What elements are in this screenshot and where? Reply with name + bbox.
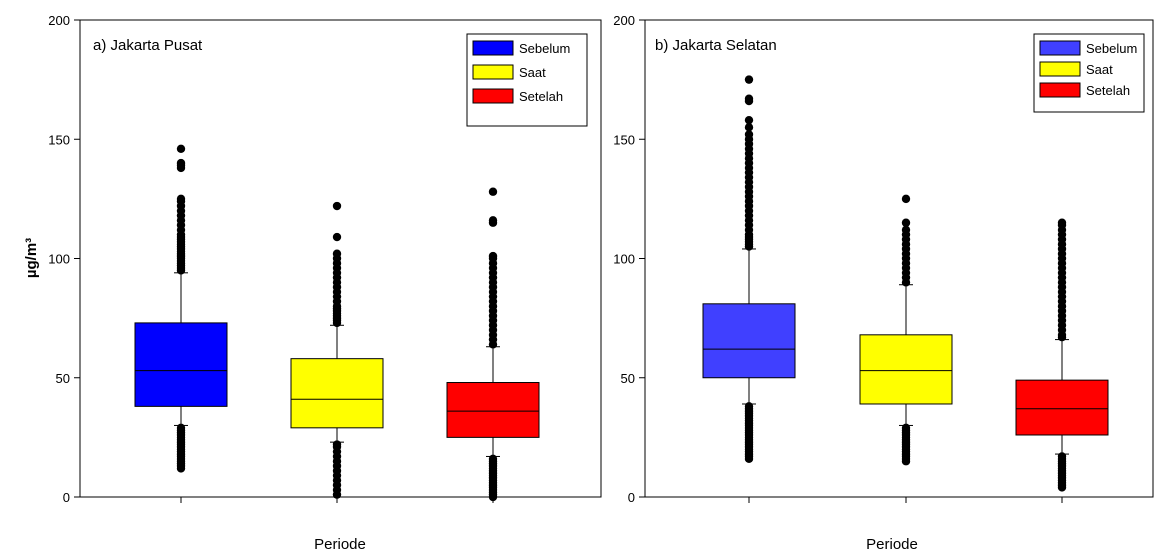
legend-swatch-b-1 <box>1039 61 1081 77</box>
outlier-point <box>332 249 342 258</box>
legend-swatch-a-0 <box>472 40 514 56</box>
outlier-point <box>901 218 911 227</box>
x-axis-b <box>748 497 1063 503</box>
y-axis-title: µg/m³ <box>23 238 40 278</box>
legend-label-b-0: Sebelum <box>1086 41 1137 56</box>
panel-jakarta-pusat: a) Jakarta Pusat 0 50 100 150 200 Periode Se… <box>48 13 602 553</box>
x-axis-title-a: Periode <box>314 536 366 553</box>
box-a-saat <box>290 201 384 499</box>
outlier-point <box>1057 452 1067 461</box>
legend-label-a-0: Sebelum <box>519 41 570 56</box>
y-tick-label-a-1: 50 <box>56 371 70 386</box>
outlier-point <box>488 251 498 261</box>
box-a-sebelum <box>134 144 228 473</box>
y-tick-label-a-2: 100 <box>48 252 70 267</box>
outlier-point <box>901 225 911 235</box>
outlier-point <box>744 94 754 103</box>
y-tick-label-a-4: 200 <box>48 13 70 28</box>
legend-label-b-1: Saat <box>1086 62 1113 77</box>
y-tick-label-a-3: 150 <box>48 132 70 147</box>
outlier-point <box>176 423 186 433</box>
box-iqr <box>290 358 384 429</box>
outlier-point <box>488 454 498 464</box>
y-axis-b: 0 50 100 150 200 <box>613 13 645 505</box>
outlier-point <box>332 440 342 449</box>
boxes-b <box>702 75 1109 492</box>
y-tick-label-b-1: 50 <box>621 371 635 386</box>
y-tick-label-b-2: 100 <box>613 252 635 267</box>
box-iqr <box>134 322 228 407</box>
legend-b: Sebelum Saat Setelah <box>1033 33 1145 113</box>
outlier-point <box>488 216 498 225</box>
legend-label-b-2: Setelah <box>1086 83 1130 98</box>
box-b-saat <box>859 194 953 466</box>
legend-label-a-2: Setelah <box>519 89 563 104</box>
legend-swatch-b-0 <box>1039 40 1081 56</box>
panel-title-a: a) Jakarta Pusat <box>93 37 203 54</box>
outlier-point <box>901 194 911 204</box>
boxes-a <box>134 144 540 502</box>
outlier-point <box>744 115 754 125</box>
legend-a: Sebelum Saat Setelah <box>466 33 588 127</box>
panel-title-b: b) Jakarta Selatan <box>655 37 777 54</box>
outlier-point <box>744 123 754 132</box>
y-tick-label-b-0: 0 <box>628 490 635 505</box>
outlier-point <box>901 423 911 433</box>
y-tick-label-b-3: 150 <box>613 132 635 147</box>
box-iqr <box>702 303 796 379</box>
outlier-point <box>744 130 754 139</box>
legend-swatch-a-2 <box>472 88 514 104</box>
outlier-point <box>176 144 186 153</box>
outlier-point <box>744 402 754 411</box>
y-tick-label-b-4: 200 <box>613 13 635 28</box>
outlier-point <box>176 194 186 204</box>
box-a-setelah <box>446 187 540 502</box>
x-axis-title-b: Periode <box>866 536 918 553</box>
box-b-setelah <box>1015 218 1109 492</box>
y-axis-a: 0 50 100 150 200 <box>48 13 80 505</box>
outlier-point <box>744 75 754 84</box>
box-iqr <box>1015 379 1109 436</box>
box-b-sebelum <box>702 75 796 464</box>
legend-frame-a <box>466 33 588 127</box>
legend-swatch-a-1 <box>472 64 514 80</box>
outlier-point <box>176 158 186 168</box>
outlier-point <box>1057 218 1067 227</box>
outlier-point <box>332 232 342 242</box>
legend-swatch-b-2 <box>1039 82 1081 98</box>
legend-label-a-1: Saat <box>519 65 546 80</box>
outlier-point <box>332 201 342 211</box>
outlier-point <box>488 187 498 196</box>
box-iqr <box>446 382 540 438</box>
box-iqr <box>859 334 953 405</box>
y-tick-label-a-0: 0 <box>63 490 70 505</box>
